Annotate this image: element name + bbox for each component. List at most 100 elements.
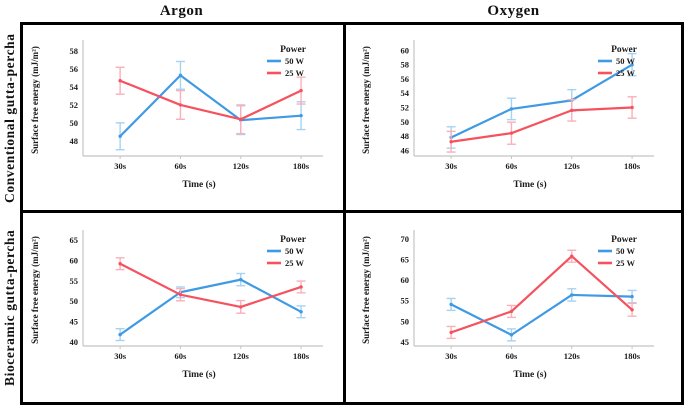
data-point: [239, 277, 243, 281]
data-point: [118, 134, 122, 138]
legend-label: 25 W: [616, 258, 635, 268]
legend-label: 50 W: [285, 246, 304, 256]
y-axis-title: Surface free energy (mJ/m²): [361, 236, 371, 344]
y-tick-label: 50: [400, 316, 409, 326]
chart-conventional-argon: 48 50 52 54 56 58 30s 60s 120s 180s Surface free e…: [30, 39, 323, 190]
vertical-divider: [343, 25, 346, 210]
y-tick-label: 60: [70, 255, 79, 265]
y-tick-label: 58: [70, 46, 79, 56]
y-tick-label: 50: [70, 296, 79, 306]
y-tick-label: 48: [400, 131, 409, 141]
divider-center: [343, 210, 346, 213]
y-tick-label: 45: [400, 336, 409, 346]
x-tick-label: 30s: [114, 161, 127, 171]
horizontal-divider-right: [346, 210, 681, 213]
series-25-w: [115, 66, 306, 134]
data-point: [569, 292, 573, 297]
data-point: [239, 304, 243, 309]
y-tick-label: 50: [400, 116, 409, 126]
legend-label: 50 W: [616, 246, 635, 256]
panel-bioceramic-oxygen: 45 50 55 60 65 70 30s 60s 120s 180s Surface free e…: [346, 213, 681, 402]
data-point: [118, 78, 122, 82]
y-tick-label: 60: [400, 45, 409, 55]
legend-title: Power: [611, 45, 638, 55]
data-point: [509, 332, 513, 337]
series-line: [449, 63, 633, 139]
series-25-w: [446, 95, 637, 153]
data-point: [509, 106, 513, 111]
y-tick-label: 48: [70, 135, 79, 145]
legend-title: Power: [280, 235, 307, 245]
data-point: [239, 117, 243, 121]
x-tick-label: 120s: [563, 161, 580, 171]
data-point: [299, 309, 303, 313]
y-tick-label: 56: [400, 73, 409, 83]
y-tick-label: 55: [400, 295, 409, 305]
data-point: [118, 261, 122, 265]
legend-label: 25 W: [285, 258, 304, 268]
x-tick-label: 120s: [233, 161, 250, 171]
y-axis-title: Surface free energy (mJ/m²): [30, 236, 40, 344]
column-headers: Argon Oxygen: [20, 0, 684, 22]
series-line: [119, 278, 303, 336]
y-tick-label: 52: [70, 99, 79, 109]
data-point: [569, 108, 573, 112]
data-point: [569, 254, 573, 258]
x-tick-label: 120s: [233, 351, 250, 361]
y-tick-label: 60: [400, 275, 409, 285]
column-header-oxygen: Oxygen: [487, 2, 540, 19]
data-point: [299, 88, 303, 92]
y-tick-label: 50: [70, 117, 79, 127]
y-axis-title: Surface free energy (mJ/m²): [30, 46, 40, 154]
x-tick-label: 60s: [175, 351, 188, 361]
panel-conventional-oxygen: 46 48 50 52 54 56 58 60 30s 60s 120s 180s Surface fr…: [346, 25, 681, 210]
y-tick-label: 40: [70, 336, 79, 346]
x-tick-label: 60s: [175, 161, 188, 171]
series-50-w: [115, 272, 306, 341]
legend-title: Power: [611, 235, 638, 245]
x-axis-title: Time (s): [182, 179, 215, 190]
series-line: [119, 79, 303, 120]
data-point: [178, 292, 183, 296]
series-50-w: [446, 287, 637, 342]
data-point: [178, 73, 183, 77]
legend-label: 50 W: [616, 56, 635, 66]
data-point: [629, 62, 634, 66]
y-tick-label: 55: [70, 275, 79, 285]
data-point: [509, 130, 513, 135]
x-axis-title: Time (s): [182, 369, 215, 380]
y-tick-label: 54: [400, 88, 409, 98]
series-line: [449, 293, 633, 336]
series-line: [119, 262, 303, 308]
data-point: [629, 105, 634, 109]
row-header-bioceramic-gutta-percha: Bioceramic gutta-percha: [2, 229, 17, 387]
x-tick-label: 180s: [293, 161, 310, 171]
chart-bioceramic-oxygen: 45 50 55 60 65 70 30s 60s 120s 180s Surface free e…: [361, 229, 654, 380]
legend-label: 25 W: [616, 68, 635, 78]
panel-bioceramic-argon: 40 45 50 55 60 65 30s 60s 120s 180s Surface free e…: [23, 213, 343, 402]
y-axis-title: Surface free energy (mJ/m²): [361, 46, 371, 154]
y-tick-label: 45: [70, 316, 79, 326]
vertical-divider-bottom: [343, 213, 346, 402]
x-tick-label: 120s: [563, 351, 580, 361]
y-tick-label: 46: [400, 145, 409, 155]
x-axis-title: Time (s): [513, 179, 546, 190]
data-point: [629, 294, 634, 298]
x-tick-label: 60s: [505, 351, 518, 361]
series-line: [449, 105, 633, 143]
series-line: [449, 254, 633, 334]
series-25-w: [446, 249, 637, 339]
series-50-w: [446, 52, 637, 149]
data-point: [299, 284, 303, 289]
row-header-conventional-gutta-percha: Conventional gutta-percha: [2, 33, 17, 203]
x-tick-label: 180s: [624, 351, 641, 361]
data-point: [178, 102, 183, 107]
data-point: [629, 307, 634, 311]
y-tick-label: 52: [400, 102, 409, 112]
panel-conventional-argon: 48 50 52 54 56 58 30s 60s 120s 180s Surface free e…: [23, 25, 343, 210]
y-tick-label: 65: [70, 235, 79, 245]
y-tick-label: 58: [400, 59, 409, 69]
